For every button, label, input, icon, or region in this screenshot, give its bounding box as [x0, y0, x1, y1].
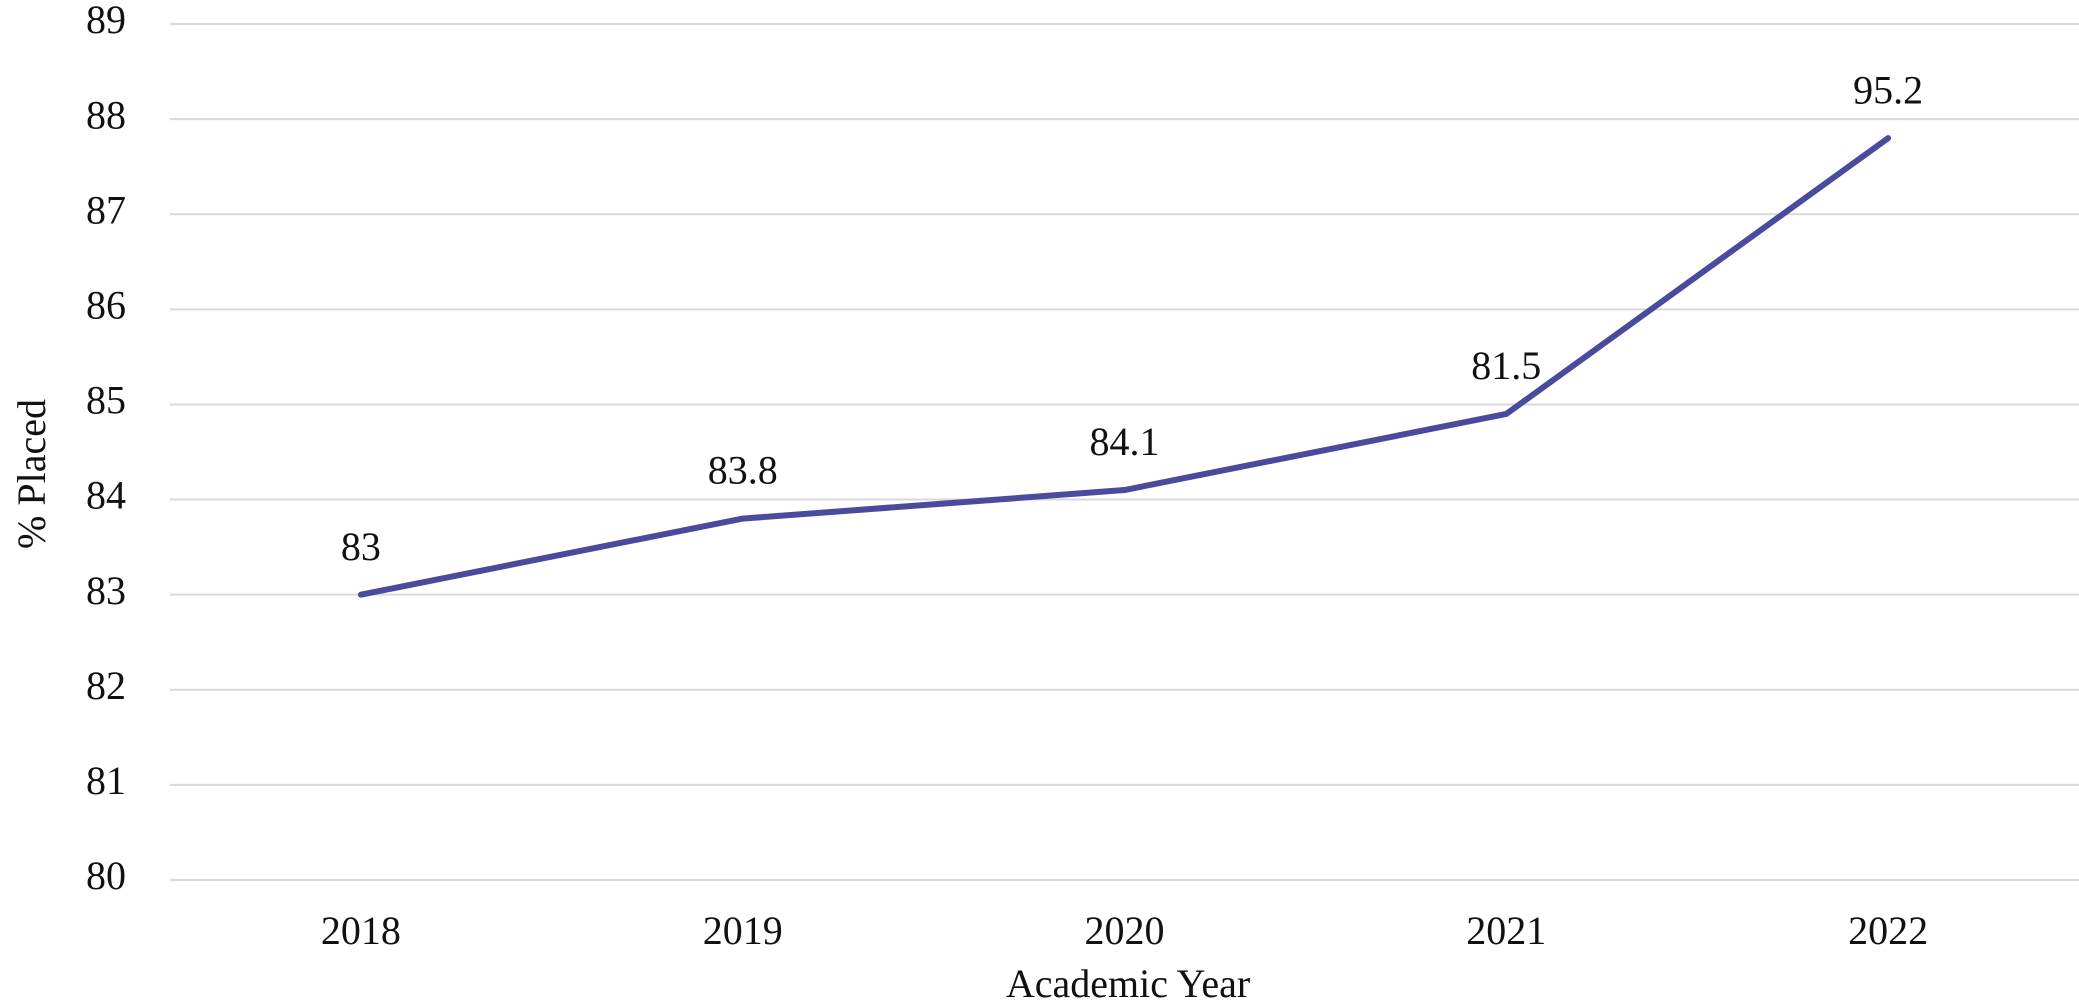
y-tick-label: 81 — [86, 758, 126, 803]
x-tick-label: 2021 — [1466, 908, 1546, 953]
data-label: 83 — [341, 524, 381, 569]
x-axis-title: Academic Year — [1006, 961, 1250, 1006]
y-tick-label: 85 — [86, 378, 126, 423]
y-axis-title: % Placed — [9, 399, 54, 549]
y-tick-label: 89 — [86, 0, 126, 42]
x-tick-label: 2018 — [321, 908, 401, 953]
y-tick-label: 84 — [86, 473, 126, 518]
x-tick-label: 2019 — [703, 908, 783, 953]
data-label: 83.8 — [708, 448, 778, 493]
y-tick-label: 83 — [86, 568, 126, 613]
y-tick-label: 88 — [86, 92, 126, 137]
data-label: 84.1 — [1090, 419, 1160, 464]
x-tick-label: 2022 — [1848, 908, 1928, 953]
x-tick-label: 2020 — [1085, 908, 1165, 953]
y-tick-label: 80 — [86, 853, 126, 898]
y-tick-label: 86 — [86, 283, 126, 328]
y-tick-label: 82 — [86, 663, 126, 708]
line-series — [357, 135, 1892, 598]
data-label: 95.2 — [1853, 67, 1923, 112]
y-tick-label: 87 — [86, 187, 126, 232]
data-label: 81.5 — [1471, 343, 1541, 388]
